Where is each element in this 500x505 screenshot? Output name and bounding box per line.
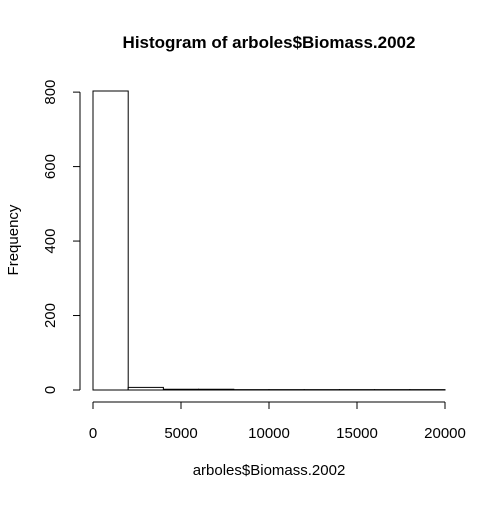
x-tick-label: 5000: [164, 425, 197, 442]
histogram-bar-1: [128, 387, 163, 390]
x-axis: 0 5000 10000 15000 20000: [89, 402, 466, 442]
y-axis-label: Frequency: [5, 204, 22, 275]
histogram-bars: [93, 91, 445, 390]
x-tick-label: 10000: [248, 425, 290, 442]
chart-title: Histogram of arboles$Biomass.2002: [123, 33, 416, 52]
x-axis-label: arboles$Biomass.2002: [193, 462, 346, 479]
histogram-bar-0: [93, 91, 128, 390]
y-tick-label: 400: [42, 229, 59, 254]
histogram-bar-3: [199, 389, 234, 390]
x-tick-label: 20000: [424, 425, 466, 442]
y-tick-label: 200: [42, 303, 59, 328]
y-tick-label: 0: [42, 386, 59, 394]
x-tick-label: 0: [89, 425, 97, 442]
y-tick-label: 800: [42, 80, 59, 105]
y-tick-label: 600: [42, 154, 59, 179]
y-axis: 0 200 400 600 800: [42, 80, 80, 395]
histogram-bar-2: [163, 389, 198, 390]
x-tick-label: 15000: [336, 425, 378, 442]
